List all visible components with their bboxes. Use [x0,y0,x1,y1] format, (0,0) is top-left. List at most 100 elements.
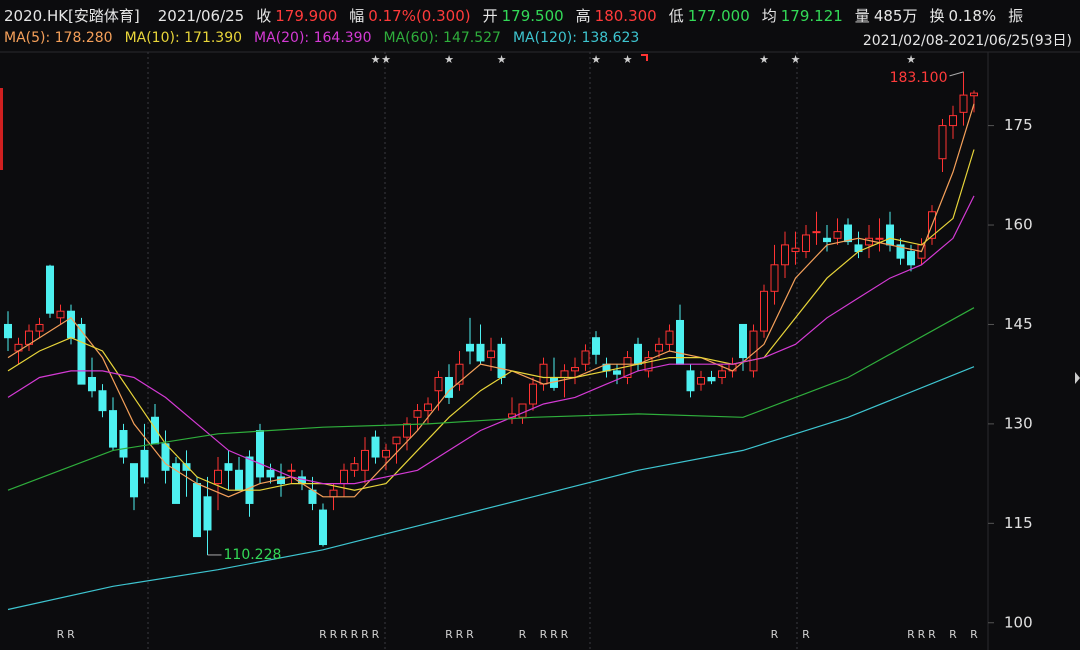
flag-icon [641,54,648,61]
candle-body [655,343,663,352]
r-mark: R [351,628,359,641]
candle-body [844,224,852,243]
y-tick-label: 175 [1004,116,1033,134]
expand-arrow[interactable] [1075,372,1080,384]
candle-body [487,350,495,359]
candle-body [896,244,905,259]
candle-body [781,244,789,266]
annotation-label: 110.228 [224,547,282,563]
candle-body [235,469,243,491]
candle-body [245,456,254,504]
r-mark: R [519,628,527,641]
candle-body [466,343,474,352]
ma-line [7,366,975,611]
r-mark: R [372,628,380,641]
candle-body [518,403,527,418]
r-mark: R [949,628,957,641]
candle-body [35,323,44,332]
annotation-label: 183.100 [890,70,948,86]
candle-body [697,376,705,385]
candle-body [907,251,915,266]
candle-body [424,403,432,412]
r-mark: R [330,628,338,641]
quote-value: 179.900 [275,6,338,25]
candle-body [182,463,191,471]
quote-label: 换 [929,7,945,25]
candle-body [4,323,12,339]
legend-entry: MA(5): 178.280 [4,30,113,46]
quote-label: 均 [761,7,777,25]
quote-label: 低 [668,7,684,25]
r-mark: R [67,628,75,641]
date-range[interactable]: 2021/02/08-2021/06/25(93日) [862,33,1072,49]
ma-line [7,307,975,491]
r-mark: R [918,628,926,641]
candle-body [571,367,579,372]
y-tick-label: 115 [1004,514,1033,532]
side-indicator [0,88,3,170]
candle-body [529,383,537,405]
candle-body [686,370,695,392]
candle-body [361,449,369,471]
candle-body [193,483,201,538]
y-tick-label: 160 [1004,216,1033,234]
candle-body [67,310,75,339]
candle-body [434,376,443,392]
quote-label: 收 [256,7,272,25]
quote-label: 幅 [349,7,365,25]
r-mark: R [907,628,915,641]
candle-body [718,370,726,378]
candle-body [119,430,128,458]
candle-body [382,449,390,458]
candle-body [560,370,569,378]
stock-title: 2020.HK[安踏体育] [4,7,140,25]
r-mark: R [319,628,327,641]
quote-date: 2021/06/25 [157,6,245,25]
quote-value: 179.500 [501,6,564,25]
quote-value: 179.121 [780,6,843,25]
quote-bar: 2020.HK[安踏体育] 2021/06/25 收 179.900 幅 0.17%(… [4,5,1023,26]
candle-body [151,416,159,445]
quote-value: 0.18% [948,6,997,25]
quote-label: 振 [1008,7,1024,25]
candle-body [823,237,831,243]
event-star: ★ [591,53,601,66]
r-mark: R [466,628,474,641]
candle-body [886,224,894,246]
y-tick-label: 130 [1004,414,1033,432]
candle-body [938,125,947,160]
ma-legend: MA(5): 178.280 MA(10): 171.390 MA(20): 164… [4,30,639,46]
candle-body [833,231,842,239]
quote-value: 0.17%(0.300) [368,6,471,25]
legend-entry: MA(20): 164.390 [254,30,372,46]
r-mark: R [771,628,779,641]
r-mark: R [550,628,558,641]
candle-body [613,370,621,375]
r-mark: R [802,628,810,641]
candle-body [88,376,96,392]
candle-body [77,323,86,385]
y-tick-label: 145 [1004,315,1033,333]
candle-body [130,463,138,498]
r-mark: R [57,628,65,641]
ma-line [7,195,975,485]
candle-body [350,463,359,471]
candle-body [791,247,800,253]
quote-value: 177.000 [687,6,750,25]
candle-body [109,410,117,448]
candle-body [760,290,768,332]
candle-body [959,94,968,113]
event-star: ★ [759,53,769,66]
candle-body [812,231,821,234]
candle-body [371,436,380,458]
candle-body [875,237,884,240]
event-star: ★ [371,53,381,66]
event-star: ★ [497,53,507,66]
candle-body [644,357,653,372]
candle-body [287,469,296,472]
candle-body [256,430,264,478]
candle-body [634,343,642,365]
quote-value: 485万 [873,7,918,25]
